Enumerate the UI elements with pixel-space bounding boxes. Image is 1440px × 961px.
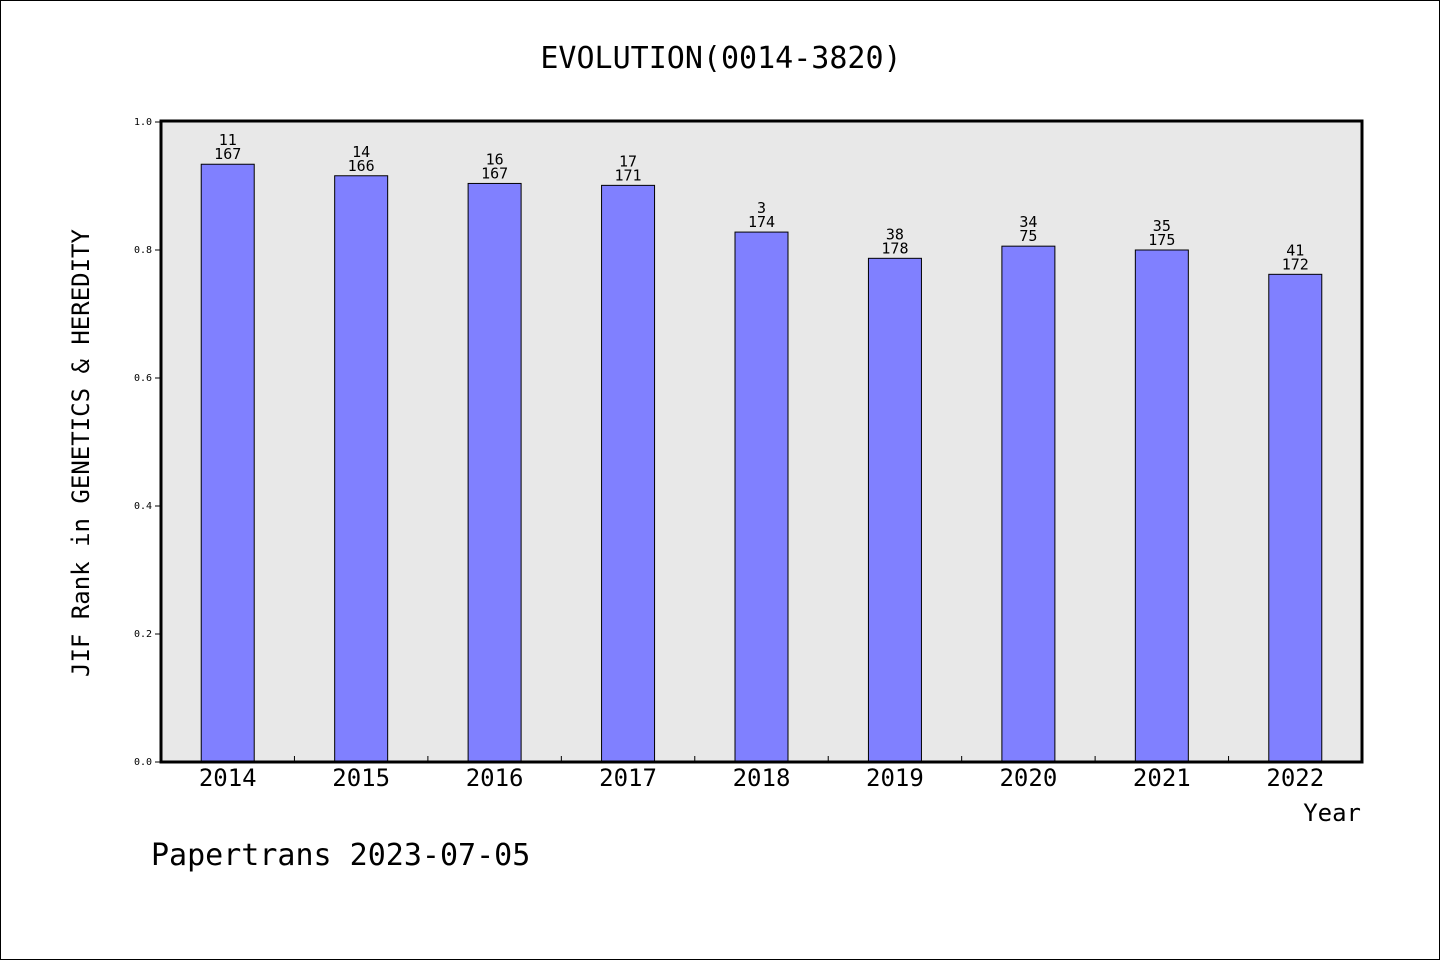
- bar-label-rank: 38: [886, 225, 904, 243]
- bar-label-rank: 16: [486, 150, 504, 168]
- bar-label-total: 172: [1282, 255, 1309, 273]
- footer-text: Papertrans 2023-07-05: [151, 838, 530, 873]
- axis-ticks: 2014 2015 2016 2017 2018 2019 2020 2021 2022 0.0 0…: [134, 117, 1324, 792]
- x-axis-label: Year: [1303, 799, 1361, 827]
- bar-2019: [867, 257, 922, 763]
- bar-label-total: 75: [1019, 227, 1037, 245]
- y-axis-label: JIF Rank in GENETICS & HEREDITY: [67, 228, 95, 676]
- y-tick-label: 0.8: [134, 245, 152, 256]
- y-tick-label: 0.6: [134, 373, 152, 384]
- bar-label-rank: 41: [1286, 241, 1304, 259]
- chart-title: EVOLUTION(0014-3820): [540, 41, 901, 76]
- x-tick-label: 2015: [332, 764, 390, 792]
- bar-2017: [601, 184, 656, 763]
- x-tick-label: 2022: [1266, 764, 1324, 792]
- bar-label-rank: 34: [1019, 213, 1037, 231]
- bar-label-total: 166: [348, 157, 375, 175]
- bar-label-total: 178: [881, 239, 908, 257]
- x-tick-label: 2014: [199, 764, 257, 792]
- y-tick-label: 1.0: [134, 117, 152, 128]
- bar-2015: [334, 175, 389, 763]
- y-tick-label: 0.2: [134, 629, 152, 640]
- x-tick-label: 2019: [866, 764, 924, 792]
- bar-label-rank: 17: [619, 152, 637, 170]
- y-tick-label: 0.0: [134, 757, 152, 768]
- bar-label-rank: 11: [219, 131, 237, 149]
- x-tick-label: 2018: [733, 764, 791, 792]
- bar-label-total: 175: [1148, 231, 1175, 249]
- x-tick-label: 2017: [599, 764, 657, 792]
- bar-label-total: 167: [481, 164, 508, 182]
- bar-label-total: 174: [748, 213, 775, 231]
- bar-2018: [734, 231, 789, 763]
- bar-label-rank: 14: [352, 143, 370, 161]
- bar-label-rank: 3: [757, 199, 766, 217]
- bar-2021: [1134, 249, 1189, 763]
- x-tick-label: 2016: [466, 764, 524, 792]
- bar-2014: [200, 163, 255, 763]
- bar-label-total: 167: [214, 145, 241, 163]
- bar-2022: [1268, 273, 1323, 763]
- x-tick-label: 2020: [999, 764, 1057, 792]
- plot-border: [159, 119, 1364, 764]
- bar-2020: [1001, 245, 1056, 763]
- x-tick-label: 2021: [1133, 764, 1191, 792]
- bar-2016: [467, 182, 522, 763]
- bar-label-rank: 35: [1153, 217, 1171, 235]
- bar-label-total: 171: [615, 166, 642, 184]
- y-tick-label: 0.4: [134, 501, 152, 512]
